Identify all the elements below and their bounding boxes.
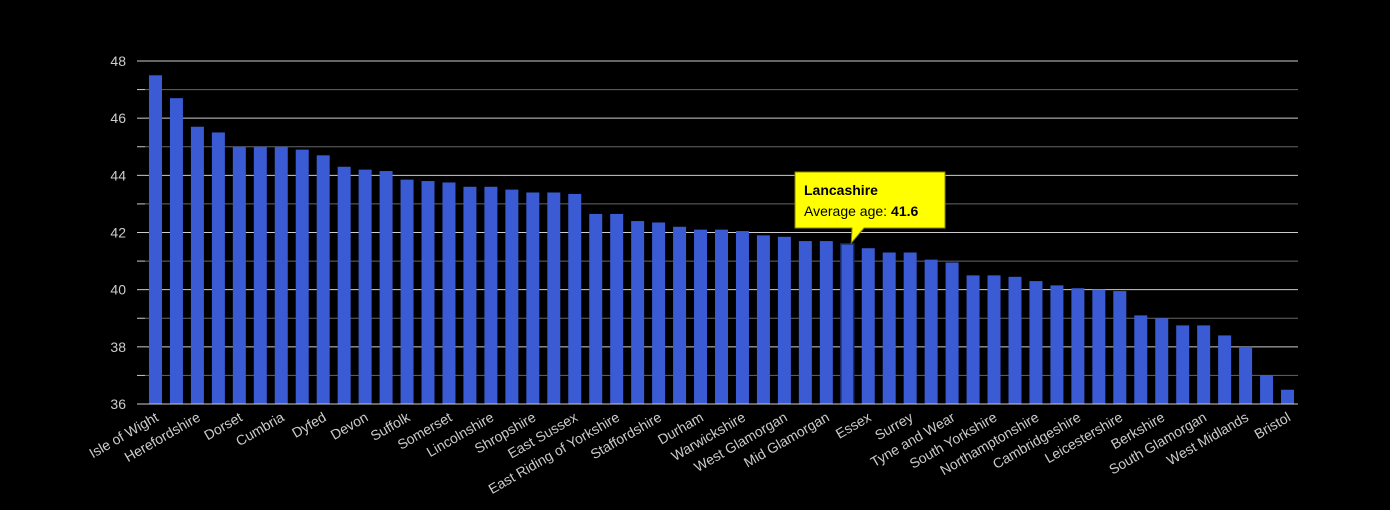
bar <box>840 243 855 405</box>
bar <box>1092 289 1106 404</box>
bar <box>798 241 812 404</box>
bar <box>190 126 204 404</box>
y-tick-label: 46 <box>110 110 126 126</box>
bar <box>1239 346 1253 404</box>
bar <box>1281 389 1295 404</box>
bar <box>673 226 687 404</box>
bar <box>610 213 624 404</box>
bar <box>987 275 1001 404</box>
bar <box>274 146 288 404</box>
x-tick-label: Dyfed <box>289 409 329 441</box>
bar <box>694 229 708 404</box>
bar <box>631 221 645 404</box>
bar <box>484 186 498 404</box>
bar <box>861 248 875 404</box>
x-tick-label: Essex <box>833 409 874 442</box>
bar <box>715 229 728 404</box>
bar <box>568 193 582 404</box>
bar <box>777 236 791 404</box>
y-tick-label: 36 <box>110 396 126 412</box>
bar <box>316 155 330 404</box>
bar <box>882 252 896 404</box>
y-tick-label: 44 <box>110 167 126 183</box>
bar <box>547 192 561 404</box>
bar <box>463 186 477 404</box>
bar <box>589 213 603 404</box>
bar <box>1050 285 1064 404</box>
bar <box>1134 315 1148 404</box>
bar <box>966 275 980 404</box>
bar <box>148 75 162 405</box>
bar <box>756 235 770 404</box>
tooltip-title: Lancashire <box>804 182 878 198</box>
bar <box>1113 291 1127 404</box>
bar <box>1155 318 1169 404</box>
bar <box>400 179 414 404</box>
tooltip-line: Average age: 41.6 <box>804 203 918 219</box>
bar <box>1071 288 1085 404</box>
bar <box>211 132 225 405</box>
bar <box>903 252 917 404</box>
y-tick-label: 42 <box>110 225 126 241</box>
y-tick-label: 40 <box>110 282 126 298</box>
bar <box>169 98 183 405</box>
bar <box>358 169 372 404</box>
bar <box>505 189 519 404</box>
bar <box>526 192 540 404</box>
x-tick-label: Cumbria <box>233 409 287 449</box>
bar <box>1008 276 1022 404</box>
y-tick-label: 38 <box>110 339 126 355</box>
bar <box>1176 325 1190 404</box>
bar <box>1260 375 1274 404</box>
bar <box>337 166 351 404</box>
tooltip-value: 41.6 <box>891 203 918 219</box>
tooltip-box <box>794 171 946 245</box>
bar <box>232 146 246 404</box>
bar <box>1218 335 1232 404</box>
bar <box>421 181 435 404</box>
x-tick-label: Devon <box>328 409 371 443</box>
bar <box>295 149 309 404</box>
tooltip-label: Average age: <box>804 203 887 219</box>
bar <box>379 171 393 404</box>
bar <box>924 259 938 404</box>
bar <box>1029 281 1043 404</box>
y-tick-label: 48 <box>110 53 126 69</box>
bar <box>819 241 833 404</box>
x-tick-label: Bristol <box>1251 409 1293 442</box>
bar <box>253 146 267 404</box>
bar <box>442 182 456 404</box>
bar <box>735 231 749 404</box>
bar <box>652 222 666 404</box>
bar <box>1197 325 1211 404</box>
tooltip: Lancashire Average age: 41.6 <box>794 171 946 245</box>
bar <box>945 262 959 404</box>
